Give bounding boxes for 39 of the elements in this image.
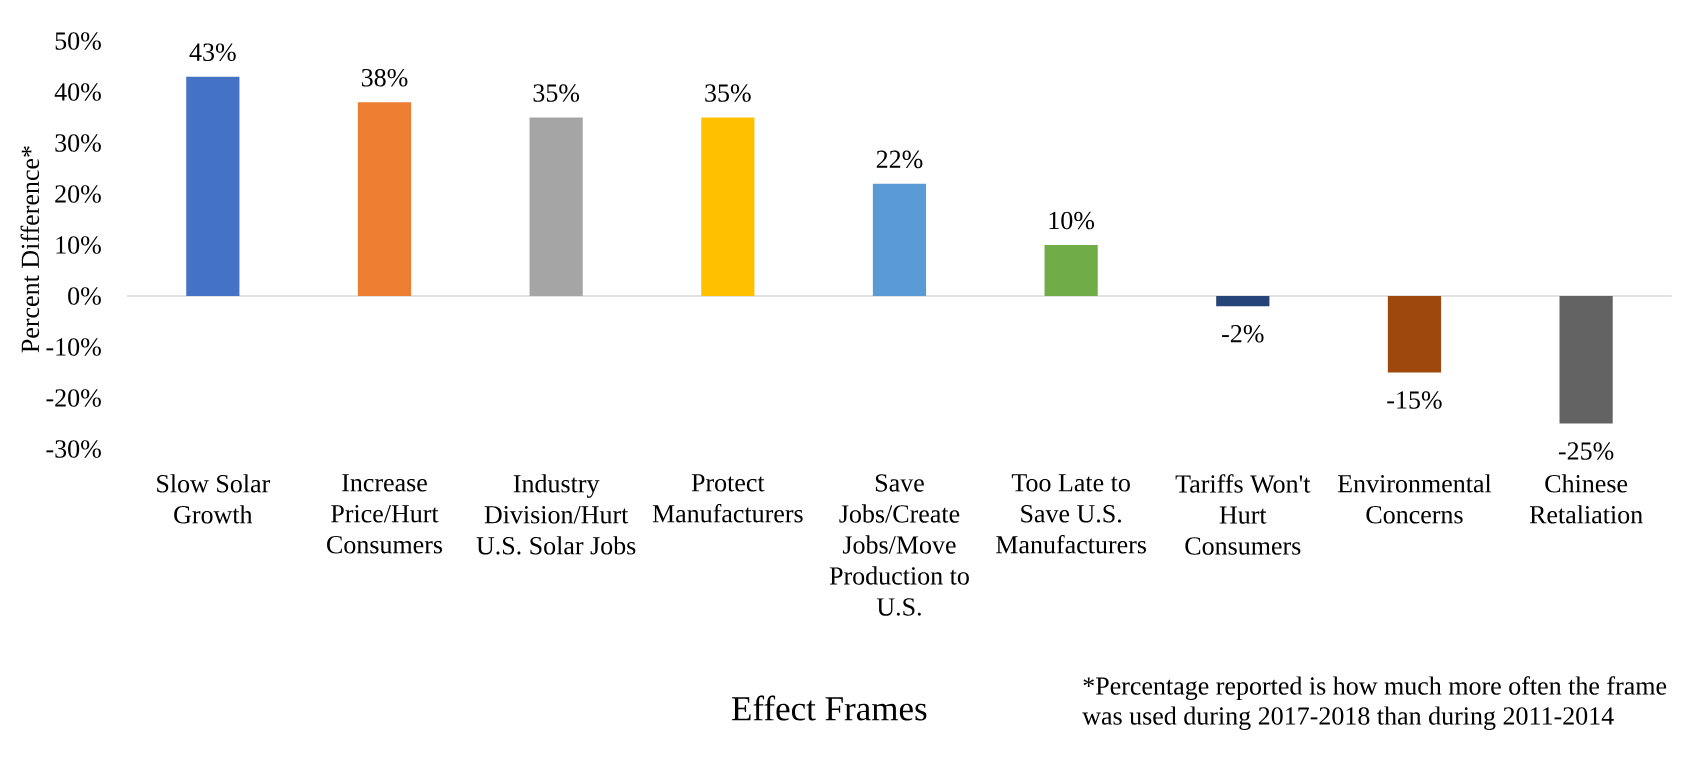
- data-label: -15%: [1387, 391, 1442, 409]
- y-tick-label: -10%: [46, 338, 101, 356]
- bar: [701, 117, 755, 296]
- x-tick-label: Tariffs Won't Hurt Consumers: [1175, 474, 1311, 555]
- bar: [872, 183, 927, 296]
- bar: [529, 117, 583, 296]
- y-tick-label: 50%: [55, 32, 101, 50]
- y-tick-label: 40%: [54, 83, 101, 101]
- x-tick-label: Protect Manufacturers: [652, 474, 803, 523]
- bar: [1387, 296, 1442, 373]
- y-tick-label: 0%: [68, 287, 101, 305]
- data-label: 43%: [189, 43, 236, 62]
- y-axis-title: Percent Difference*: [20, 146, 40, 353]
- y-tick-label: -20%: [46, 389, 101, 407]
- bar: [1216, 296, 1270, 307]
- x-tick-label: Too Late to Save U.S. Manufacturers: [996, 474, 1146, 554]
- x-tick-label: Increase Price/Hurt Consumers: [327, 474, 443, 554]
- y-tick-label: 10%: [56, 236, 101, 254]
- bar: [357, 102, 412, 296]
- data-label: 10%: [1049, 211, 1095, 230]
- data-label: -2%: [1222, 324, 1264, 343]
- y-tick-label: 30%: [55, 134, 101, 152]
- x-tick-label: Environmental Concerns: [1337, 474, 1492, 524]
- text: *Percentage reported is how much more often the frame was used during 2017-2018 than during 2011-2014: [1082, 676, 1667, 731]
- x-tick-label: Save Jobs/Create Jobs/Move Production to U.S.: [829, 474, 969, 616]
- data-label: 35%: [705, 84, 751, 102]
- x-tick-label: Industry Division/Hurt U.S. Solar Jobs: [476, 474, 636, 555]
- data-label: -25%: [1558, 442, 1614, 460]
- data-label: 35%: [533, 84, 580, 102]
- y-tick-label: 20%: [55, 185, 101, 203]
- y-tick-label: -30%: [46, 440, 101, 458]
- data-label: 22%: [876, 150, 923, 169]
- x-axis-title: Effect Frames: [732, 695, 927, 721]
- bar: [1044, 245, 1098, 296]
- x-tick-label: Chinese Retaliation: [1529, 474, 1643, 524]
- bar: [186, 76, 240, 296]
- bar: [1559, 296, 1613, 424]
- data-label: 38%: [361, 68, 408, 87]
- x-tick-label: Slow Solar Growth: [157, 474, 271, 524]
